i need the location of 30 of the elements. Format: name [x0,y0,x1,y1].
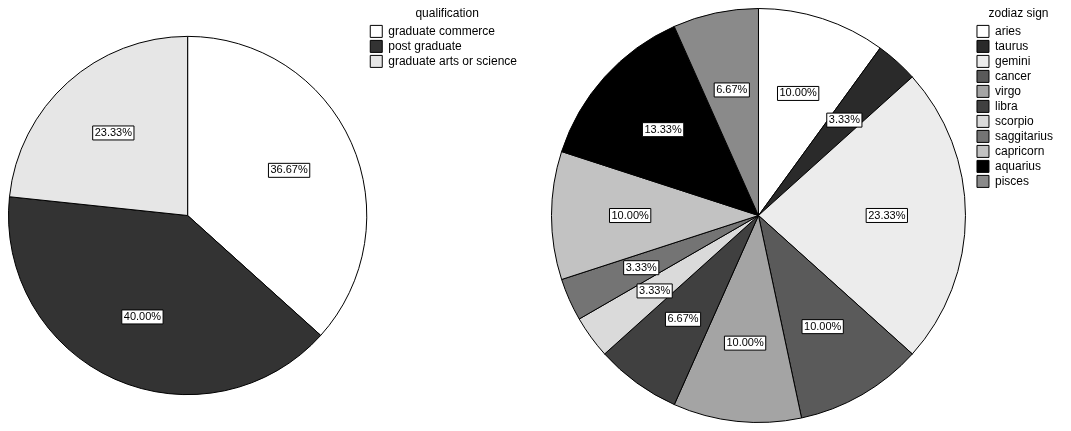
legend-title: zodiaz sign [988,6,1049,21]
legend-label: libra [994,98,1018,113]
legend-title: qualification [415,6,479,21]
legend-label: taurus [994,38,1029,53]
data-label: 23.33% [94,125,133,138]
legend-label: graduate arts or science [388,53,518,68]
data-label: 3.33% [625,260,658,273]
data-label: 10.00% [611,208,650,221]
data-label: 36.67% [270,163,308,176]
data-label: 3.33% [828,113,861,126]
data-label: 13.33% [644,122,682,135]
legend-label: aries [994,23,1021,38]
data-label: 23.33% [868,208,906,221]
data-label: 3.33% [639,283,671,296]
legend-label: scorpio [994,113,1034,128]
data-label: 40.00% [123,309,162,322]
data-label: 10.00% [779,86,818,99]
legend-label: cancer [994,68,1031,83]
legend-label: virgo [994,83,1022,98]
data-label: 6.67% [667,312,699,325]
data-label: 10.00% [804,319,842,332]
legend-label: pisces [994,173,1029,188]
legend-label: capricorn [994,143,1045,158]
legend-label: aquarius [994,158,1041,173]
data-label: 6.67% [716,83,748,95]
data-label: 10.00% [726,336,764,349]
legend-label: gemini [994,53,1031,68]
legend-label: post graduate [388,38,462,53]
legend-label: graduate commerce [388,23,496,38]
legend-label: saggitarius [994,128,1053,143]
